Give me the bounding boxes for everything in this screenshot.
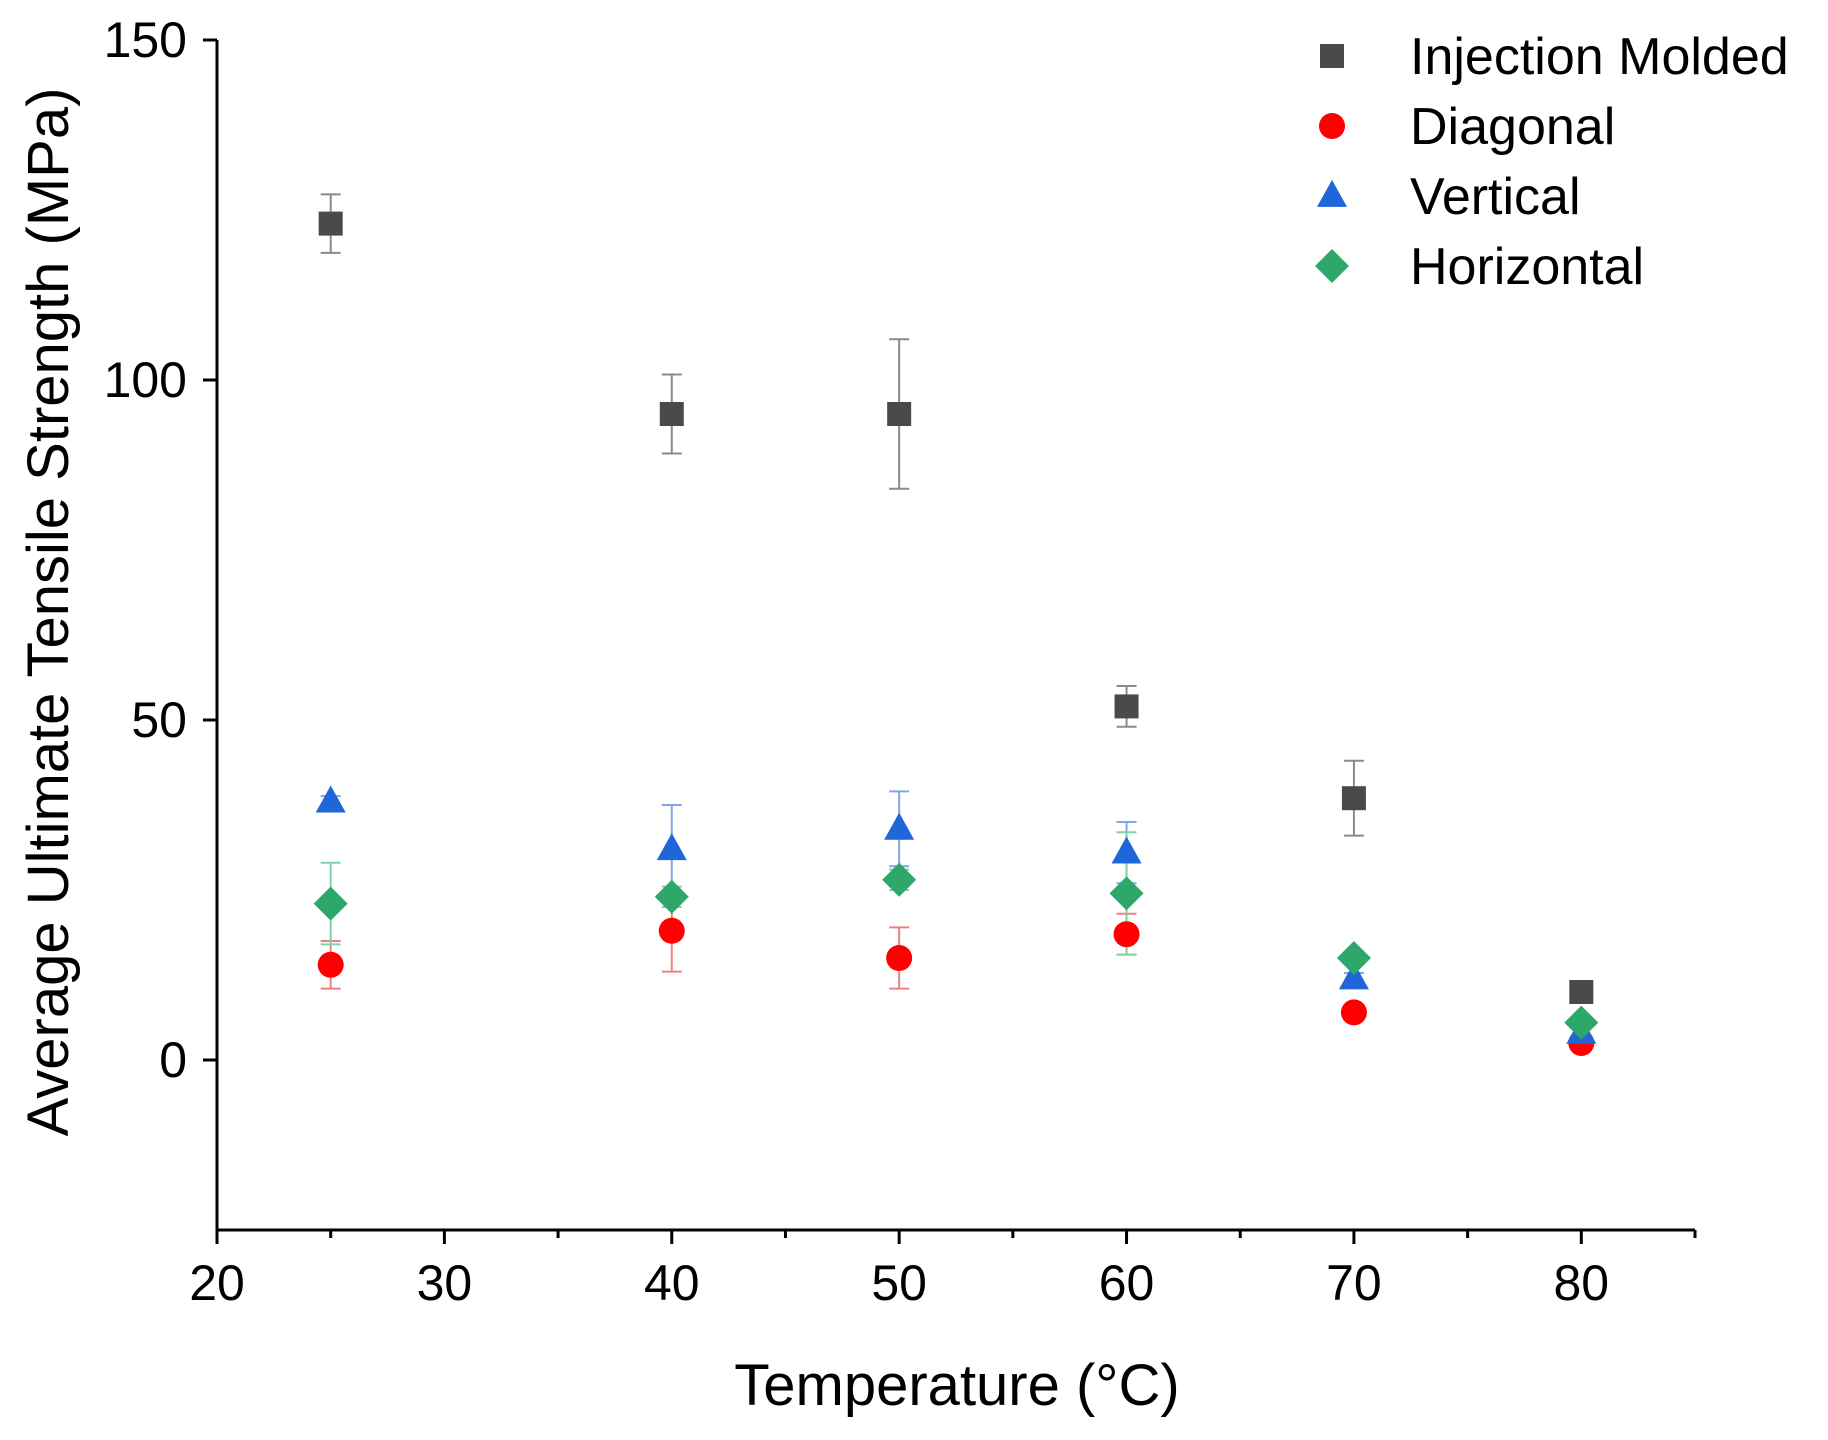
legend-label-vertical: Vertical [1410, 168, 1581, 226]
legend-item-diagonal: Diagonal [1319, 98, 1615, 156]
error-bars [320, 193, 1592, 1050]
x-tick-label: 70 [1326, 1255, 1382, 1311]
data-point-diagonal [1340, 999, 1367, 1026]
data-point-horizontal [313, 886, 348, 921]
y-axis-title: Average Ultimate Tensile Strength (MPa) [16, 88, 81, 1137]
data-point-vertical [1111, 836, 1142, 864]
data-point-horizontal [1109, 876, 1144, 911]
legend-item-vertical: Vertical [1317, 168, 1581, 226]
legend-item-horizontal: Horizontal [1315, 238, 1644, 296]
data-point-injection-molded [1569, 980, 1594, 1004]
legend-item-injection-molded: Injection Molded [1320, 28, 1789, 86]
data-point-vertical [884, 812, 915, 840]
data-point-injection-molded [659, 402, 684, 426]
axes: 20 30 40 50 60 70 80 0 50 100 150 [104, 12, 1697, 1311]
data-point-vertical [1338, 962, 1369, 990]
data-point-diagonal [886, 945, 913, 971]
legend-label-horizontal: Horizontal [1410, 238, 1644, 296]
data-markers [313, 211, 1599, 1056]
y-tick-label: 50 [131, 692, 187, 748]
data-point-injection-molded [318, 211, 343, 236]
data-point-diagonal [1113, 921, 1140, 948]
y-tick-label: 100 [104, 352, 187, 408]
data-point-vertical [315, 785, 346, 813]
data-point-horizontal [654, 879, 689, 914]
x-axis-title: Temperature (°C) [734, 1353, 1179, 1418]
legend-marker-injection-molded [1320, 44, 1344, 68]
y-tick-label: 0 [159, 1032, 187, 1088]
y-tick-label: 150 [104, 12, 187, 68]
data-point-diagonal [658, 917, 685, 944]
x-tick-label: 40 [644, 1255, 700, 1311]
x-tick-label: 50 [871, 1255, 927, 1311]
data-point-injection-molded [1114, 694, 1139, 719]
x-tick-label: 80 [1553, 1255, 1609, 1311]
x-tick-label: 30 [417, 1255, 473, 1311]
legend-label-injection-molded: Injection Molded [1410, 28, 1789, 86]
legend-marker-horizontal [1315, 249, 1349, 283]
legend-label-diagonal: Diagonal [1410, 98, 1615, 156]
data-point-diagonal [317, 951, 344, 978]
x-tick-label: 60 [1099, 1255, 1155, 1311]
legend-marker-vertical [1317, 179, 1347, 207]
legend: Injection Molded Diagonal Vertical Horizont… [1315, 28, 1789, 296]
data-point-injection-molded [887, 402, 912, 426]
x-tick-label: 20 [189, 1255, 245, 1311]
data-point-horizontal [1564, 1005, 1599, 1040]
data-point-injection-molded [1341, 786, 1366, 811]
legend-marker-diagonal [1319, 113, 1345, 139]
data-point-horizontal [882, 862, 917, 897]
data-point-vertical [656, 833, 687, 861]
data-point-horizontal [1336, 941, 1371, 975]
